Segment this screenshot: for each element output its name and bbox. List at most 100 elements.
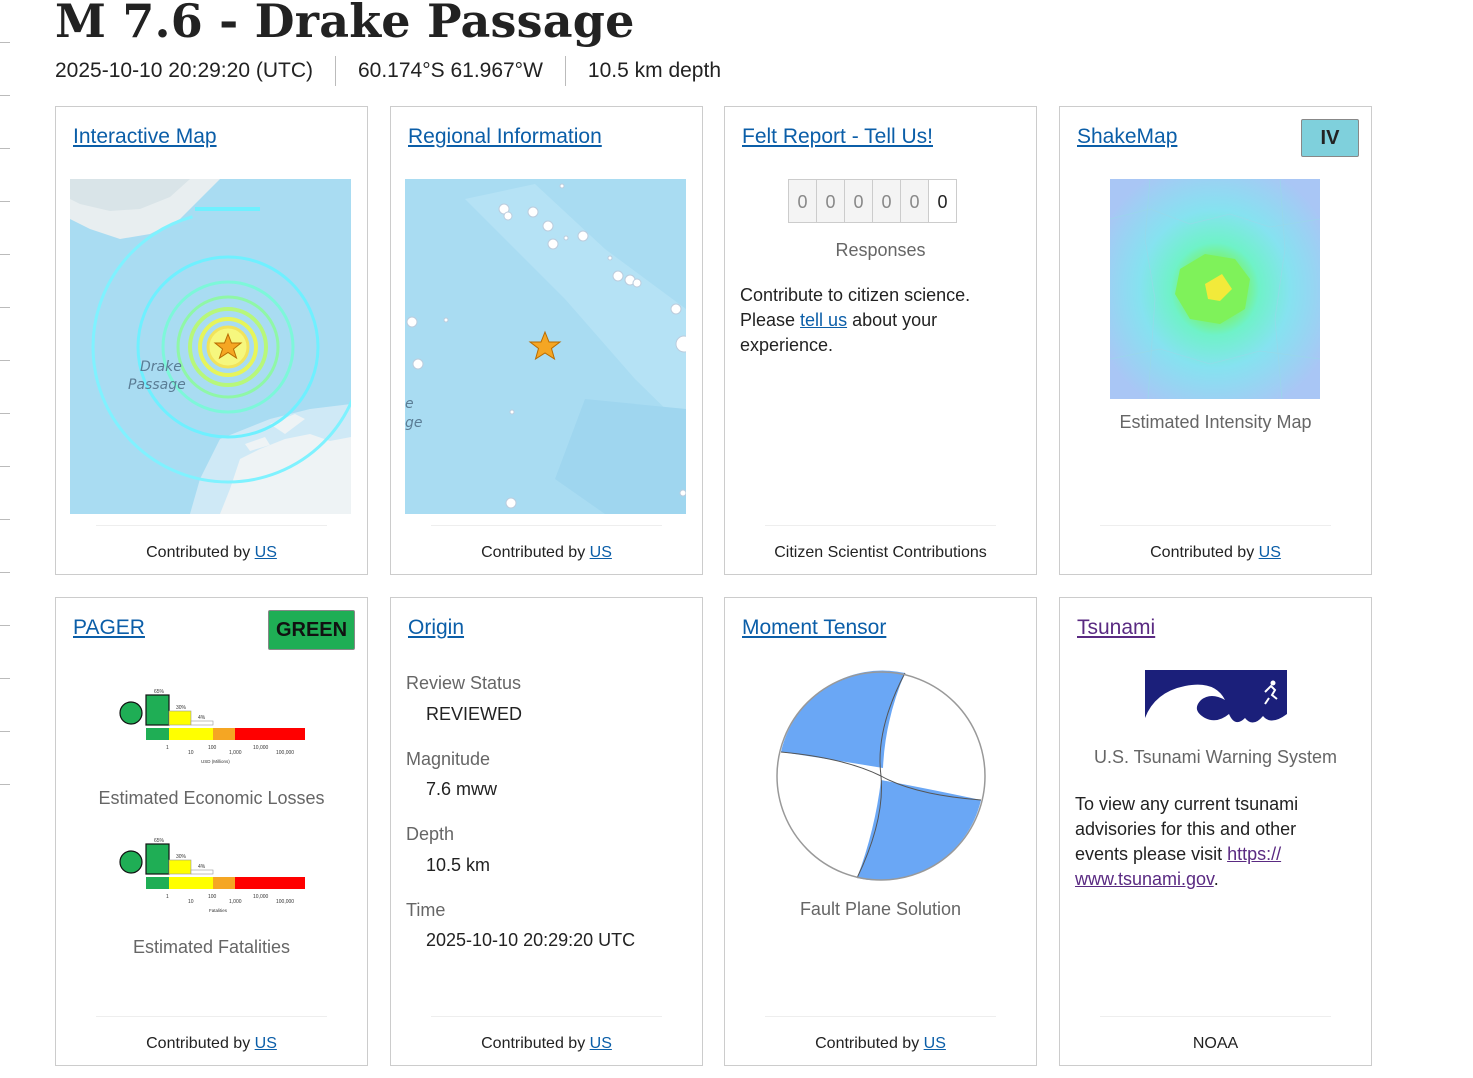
- event-location: 60.174°S 61.967°W: [357, 59, 543, 82]
- intensity-map-caption: Estimated Intensity Map: [1119, 412, 1312, 432]
- map-label-fragment: e: [405, 396, 414, 412]
- regional-map-thumbnail[interactable]: e ge: [405, 179, 686, 514]
- svg-text:10: 10: [188, 899, 194, 905]
- felt-report-link[interactable]: Felt Report - Tell Us!: [742, 125, 933, 148]
- contributed-by-label: Contributed by: [481, 1035, 586, 1052]
- contributed-by-label: Contributed by: [815, 1035, 920, 1052]
- event-summary: 2025-10-10 20:29:20 (UTC) 60.174°S 61.96…: [55, 56, 721, 86]
- regional-information-link[interactable]: Regional Information: [408, 125, 602, 148]
- economic-losses-histogram[interactable]: 65% 30% 4% 1 10 100 1,000 10,000 100,000…: [116, 683, 316, 768]
- svg-text:100: 100: [208, 745, 217, 751]
- regional-information-card: Regional Information e ge Contributed by…: [390, 106, 703, 575]
- svg-text:100: 100: [208, 894, 217, 900]
- contributor-link[interactable]: US: [254, 544, 277, 561]
- tsunami-wave-icon: [1145, 670, 1287, 736]
- depth-value: 10.5 km: [426, 855, 491, 875]
- svg-text:1,000: 1,000: [229, 899, 242, 905]
- shakemap-link[interactable]: ShakeMap: [1077, 125, 1178, 148]
- contributor-link[interactable]: US: [1258, 544, 1281, 561]
- contributor-link[interactable]: US: [254, 1035, 277, 1052]
- svg-text:10: 10: [188, 750, 194, 756]
- footer-divider: [765, 1016, 996, 1017]
- shakemap-thumbnail[interactable]: [1109, 178, 1321, 400]
- tell-us-link[interactable]: tell us: [800, 310, 848, 330]
- interactive-map-link[interactable]: Interactive Map: [73, 125, 217, 148]
- event-depth: 10.5 km depth: [587, 59, 721, 82]
- card-footer: Contributed by US: [56, 1035, 367, 1053]
- fatalities-histogram[interactable]: 65% 30% 4% 1 10 100 1,000 10,000 100,000…: [116, 832, 316, 917]
- origin-link[interactable]: Origin: [408, 616, 465, 639]
- fatalities-histogram-image: 65% 30% 4% 1 10 100 1,000 10,000 100,000…: [119, 838, 305, 913]
- counter-digit: 0: [816, 179, 845, 223]
- event-time: 2025-10-10 20:29:20 (UTC): [55, 59, 313, 82]
- felt-report-card: Felt Report - Tell Us! 0 0 0 0 0 0 Respo…: [724, 106, 1037, 575]
- footer-divider: [431, 525, 662, 526]
- moment-tensor-link[interactable]: Moment Tensor: [742, 616, 887, 639]
- economic-losses-caption: Estimated Economic Losses: [98, 788, 325, 808]
- alert-level-badge: GREEN: [268, 610, 355, 650]
- tsunami-text: .: [1213, 869, 1219, 889]
- beachball-diagram[interactable]: [775, 670, 987, 882]
- card-footer: Contributed by US: [391, 1035, 702, 1053]
- card-footer: Contributed by US: [725, 1035, 1036, 1053]
- interactive-map-thumbnail[interactable]: Drake Passage: [70, 179, 351, 514]
- counter-digit: 0: [900, 179, 929, 223]
- contributor-link[interactable]: US: [923, 1035, 946, 1052]
- svg-text:1: 1: [166, 745, 169, 751]
- counter-digit: 0: [844, 179, 873, 223]
- map-label-fragment: ge: [405, 415, 423, 431]
- counter-digit: 0: [872, 179, 901, 223]
- interactive-map-card: Interactive Map Drake Passage Contribute…: [55, 106, 368, 575]
- responses-label: Responses: [835, 240, 926, 260]
- tsunami-link[interactable]: Tsunami: [1077, 616, 1156, 639]
- svg-text:Fatalities: Fatalities: [209, 908, 228, 913]
- review-status-value: REVIEWED: [426, 704, 523, 724]
- map-image: e ge: [405, 179, 686, 514]
- tsunami-warning-system-caption: U.S. Tsunami Warning System: [1093, 747, 1338, 767]
- footer-divider: [765, 525, 996, 526]
- shakemap-card: ShakeMap IV Estimated: [1059, 106, 1372, 575]
- contributed-by-label: Contributed by: [146, 544, 251, 561]
- felt-text: about your experience.: [740, 310, 938, 355]
- beachball-image: [776, 670, 986, 881]
- card-footer: Citizen Scientist Contributions: [774, 544, 987, 561]
- card-footer: NOAA: [1192, 1035, 1239, 1052]
- svg-text:100,000: 100,000: [276, 750, 294, 756]
- depth-label: Depth: [406, 824, 455, 844]
- map-label-passage: Passage: [128, 377, 186, 393]
- counter-digit: 0: [928, 179, 957, 223]
- svg-text:10,000: 10,000: [253, 745, 269, 751]
- svg-text:4%: 4%: [198, 864, 206, 870]
- svg-text:USD (Millions): USD (Millions): [201, 759, 230, 764]
- card-footer: Contributed by US: [1060, 544, 1371, 562]
- tsunami-card: Tsunami U.S. Tsunami Warning System To v…: [1059, 597, 1372, 1066]
- pager-link[interactable]: PAGER: [73, 616, 145, 639]
- counter-digit: 0: [788, 179, 817, 223]
- svg-text:4%: 4%: [198, 715, 206, 721]
- intensity-badge: IV: [1301, 119, 1359, 157]
- moment-tensor-card: Moment Tensor Fault Plane Solution Contr…: [724, 597, 1037, 1066]
- map-image: Drake Passage: [70, 179, 351, 514]
- footer-divider: [96, 525, 327, 526]
- fault-plane-caption: Fault Plane Solution: [799, 899, 962, 919]
- felt-text: Contribute to citizen science. Please: [740, 285, 971, 330]
- divider: [564, 56, 566, 86]
- card-footer: Contributed by US: [56, 544, 367, 562]
- origin-card: Origin Review Status REVIEWED Magnitude …: [390, 597, 703, 1066]
- footer-divider: [1100, 525, 1331, 526]
- tsunami-gov-link[interactable]: https:// www.tsunami.gov: [1075, 844, 1282, 889]
- contributed-by-label: Contributed by: [146, 1035, 251, 1052]
- time-label: Time: [406, 900, 446, 920]
- contributor-link[interactable]: US: [589, 1035, 612, 1052]
- svg-text:100,000: 100,000: [276, 899, 294, 905]
- intensity-map-image: [1109, 178, 1321, 400]
- svg-text:65%: 65%: [154, 689, 165, 695]
- contributor-link[interactable]: US: [589, 544, 612, 561]
- fatalities-caption: Estimated Fatalities: [132, 937, 291, 957]
- magnitude-value: 7.6 mww: [426, 779, 498, 799]
- footer-divider: [431, 1016, 662, 1017]
- event-title: M 7.6 - Drake Passage: [55, 0, 635, 48]
- svg-text:1: 1: [166, 894, 169, 900]
- footer-divider: [96, 1016, 327, 1017]
- losses-histogram-image: 65% 30% 4% 1 10 100 1,000 10,000 100,000…: [119, 689, 305, 764]
